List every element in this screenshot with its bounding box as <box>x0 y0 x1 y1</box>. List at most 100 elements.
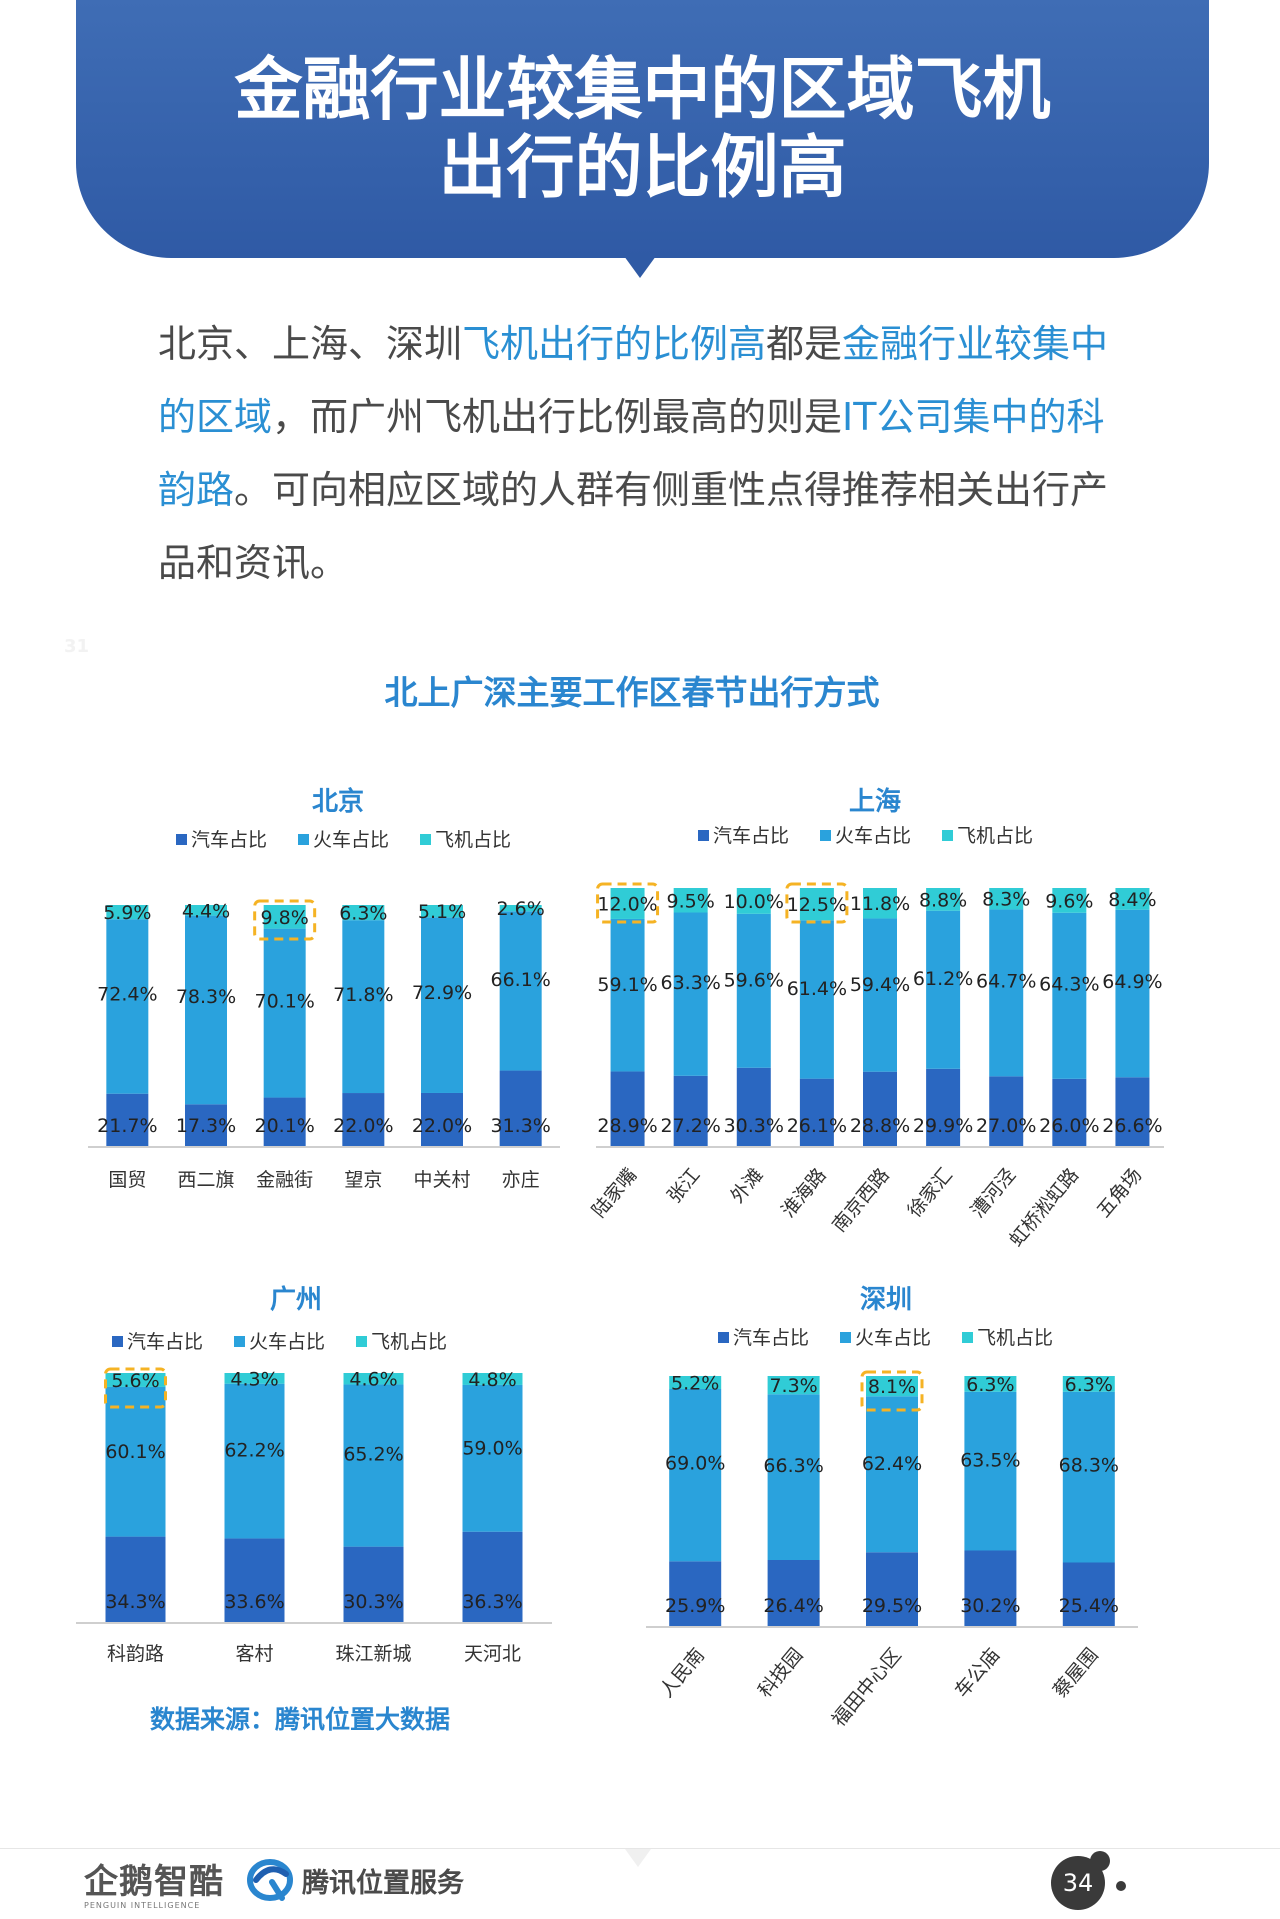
bar-segment-plane <box>499 905 542 912</box>
bar-segment-plane <box>989 888 1024 910</box>
bar-segment-car <box>263 1097 306 1146</box>
legend-label: 飞机占比 <box>977 1327 1053 1349</box>
bar-segment-train <box>1052 912 1087 1079</box>
bar-segment-car <box>499 1070 542 1146</box>
category-label: 客村 <box>235 1643 273 1665</box>
legend-swatch <box>820 830 831 841</box>
intro-highlight: 金融行业较集中的区域 <box>158 322 1109 439</box>
bar-segment-train <box>499 911 542 1071</box>
data-label-train: 70.1% <box>254 991 314 1013</box>
legend-label: 火车占比 <box>835 825 911 847</box>
bar-segment-train <box>799 920 834 1079</box>
bar-segment-plane <box>343 1373 404 1385</box>
bar-segment-plane <box>105 1373 166 1387</box>
legend-swatch <box>176 834 187 845</box>
legend-swatch <box>112 1336 123 1347</box>
category-label: 亦庄 <box>502 1169 540 1191</box>
bar-segment-car <box>185 1104 227 1146</box>
data-label-plane: 4.4% <box>182 900 230 922</box>
bar-segment-plane <box>964 1376 1017 1392</box>
data-label-plane: 9.6% <box>1045 890 1093 912</box>
data-label-plane: 8.4% <box>1108 889 1156 911</box>
bar-segment-train <box>767 1394 820 1560</box>
data-label-plane: 9.5% <box>667 890 715 912</box>
data-label-train: 62.4% <box>862 1453 922 1475</box>
category-label: 人民南 <box>656 1644 710 1702</box>
data-label-car: 26.6% <box>1102 1115 1162 1137</box>
bar-segment-car <box>1115 1077 1150 1146</box>
legend-swatch <box>234 1336 245 1347</box>
category-label: 国贸 <box>108 1169 146 1191</box>
data-label-car: 25.4% <box>1059 1595 1119 1617</box>
category-label: 淮海路 <box>777 1164 831 1222</box>
bar-segment-plane <box>669 1376 722 1389</box>
tencent-location-logo: 腾讯位置服务 <box>246 1858 464 1902</box>
legend-swatch <box>942 830 953 841</box>
intro-highlight: IT公司集中的科韵路 <box>158 395 1105 512</box>
legend-label: 火车占比 <box>249 1331 325 1353</box>
bar-segment-plane <box>1052 888 1087 913</box>
data-label-train: 64.3% <box>1039 974 1099 996</box>
bar-segment-car <box>610 1071 645 1146</box>
data-label-train: 63.3% <box>660 972 720 994</box>
bar-segment-car <box>421 1092 463 1146</box>
data-label-plane: 5.1% <box>418 901 466 923</box>
legend-label: 飞机占比 <box>371 1331 447 1353</box>
bar-segment-train <box>669 1388 722 1562</box>
logo1-subtext: PENGUIN INTELLIGENCE <box>84 1901 201 1910</box>
bar-segment-train <box>342 920 385 1094</box>
data-label-train: 59.1% <box>597 974 657 996</box>
data-label-train: 71.8% <box>333 984 393 1006</box>
page-title: 金融行业较集中的区域飞机 出行的比例高 <box>76 52 1209 208</box>
legend-label: 汽车占比 <box>713 825 789 847</box>
bar-segment-car <box>989 1076 1024 1146</box>
footer-divider <box>0 1848 1280 1849</box>
bar-segment-car <box>799 1078 834 1146</box>
data-label-plane: 4.3% <box>230 1368 278 1390</box>
data-label-train: 69.0% <box>665 1452 725 1474</box>
data-label-car: 21.7% <box>97 1115 157 1137</box>
page-title-line2: 出行的比例高 <box>438 129 847 208</box>
footer-pointer <box>625 1849 651 1867</box>
data-label-car: 29.9% <box>913 1115 973 1137</box>
bar-segment-train <box>224 1383 285 1539</box>
page-dot-small-decoration <box>1116 1881 1126 1891</box>
bar-segment-plane <box>1115 888 1150 910</box>
page-number: 34 <box>1051 1856 1105 1910</box>
data-label-train: 72.4% <box>97 984 157 1006</box>
data-source: 数据来源：腾讯位置大数据 <box>150 1705 451 1734</box>
data-label-train: 68.3% <box>1059 1454 1119 1476</box>
data-label-train: 63.5% <box>960 1449 1020 1471</box>
bar-segment-plane <box>866 1376 918 1397</box>
bar-segment-car <box>767 1560 820 1626</box>
bar-segment-car <box>669 1561 722 1626</box>
data-label-train: 59.6% <box>724 969 784 991</box>
category-label: 金融街 <box>256 1169 313 1191</box>
bar-segment-plane <box>799 888 834 921</box>
intro-highlight: 飞机出行的比例高 <box>462 322 767 366</box>
category-label: 陆家嘴 <box>588 1164 642 1222</box>
bar-segment-plane <box>462 1373 523 1385</box>
bar-segment-car <box>105 1536 166 1622</box>
category-label: 珠江新城 <box>335 1643 411 1665</box>
data-label-train: 65.2% <box>343 1444 403 1466</box>
bar-segment-car <box>866 1552 918 1626</box>
bar-segment-plane <box>1062 1376 1115 1392</box>
data-label-plane: 6.3% <box>966 1374 1014 1396</box>
category-label: 张江 <box>663 1164 704 1207</box>
legend-label: 飞机占比 <box>957 825 1033 847</box>
data-label-car: 36.3% <box>462 1591 522 1613</box>
category-label: 车公庙 <box>951 1644 1005 1702</box>
bar-segment-car <box>926 1068 961 1146</box>
chart-title: 深圳 <box>860 1285 912 1315</box>
category-label: 五角场 <box>1093 1164 1147 1222</box>
chart-title: 北京 <box>312 786 364 817</box>
legend-swatch <box>962 1332 973 1343</box>
bar-segment-plane <box>736 888 771 914</box>
data-label-car: 20.1% <box>254 1115 314 1137</box>
data-label-train: 72.9% <box>412 982 472 1004</box>
data-label-plane: 5.6% <box>111 1370 159 1392</box>
legend-swatch <box>420 834 431 845</box>
bar-segment-car <box>462 1531 523 1622</box>
data-label-train: 60.1% <box>105 1441 165 1463</box>
